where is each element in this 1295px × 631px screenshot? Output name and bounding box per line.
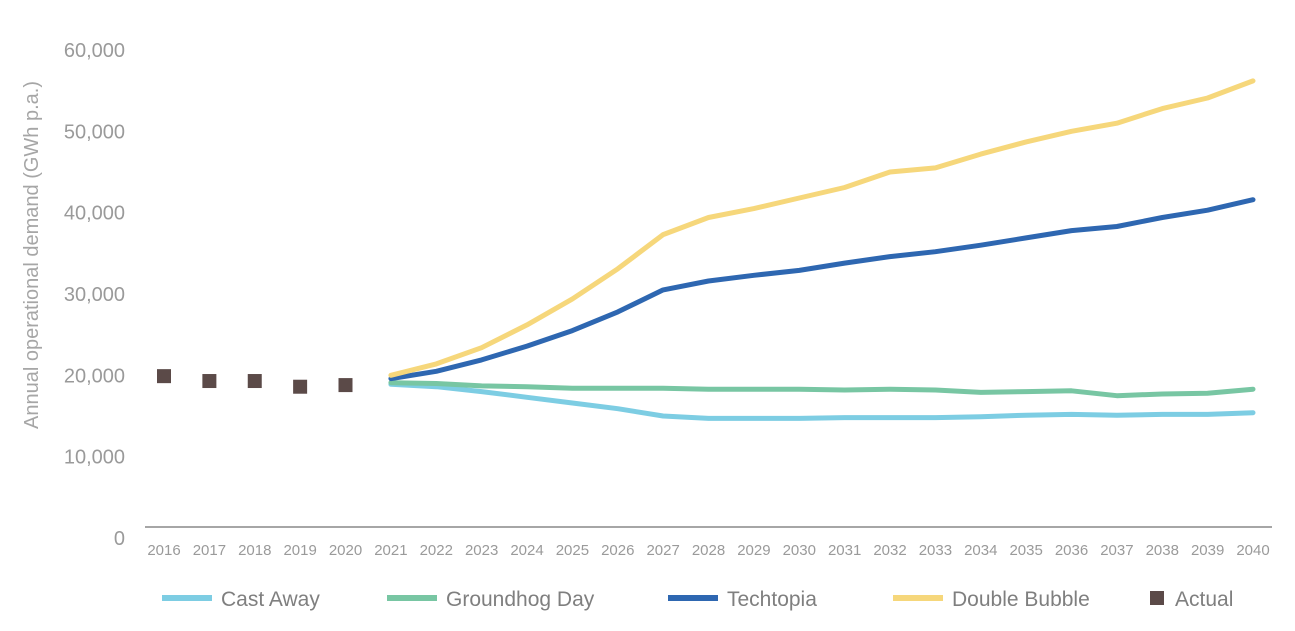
y-tick-label: 60,000 xyxy=(64,40,125,62)
x-tick-label: 2023 xyxy=(465,542,498,559)
x-tick-label: 2030 xyxy=(783,542,816,559)
x-tick-label: 2032 xyxy=(873,542,906,559)
x-tick-label: 2019 xyxy=(283,542,316,559)
actual-data-point xyxy=(157,369,171,384)
series-line-double-bubble xyxy=(388,78,1256,378)
y-tick-label: 30,000 xyxy=(64,284,125,306)
series-line-techtopia xyxy=(388,197,1256,382)
x-tick-label: 2022 xyxy=(420,542,453,559)
x-tick-label: 2037 xyxy=(1100,542,1133,559)
x-tick-label: 2033 xyxy=(919,542,952,559)
x-tick-label: 2034 xyxy=(964,542,997,559)
series-line-groundhog-day xyxy=(388,380,1256,399)
legend: Cast Away Groundhog Day Techtopia Double Bu… xyxy=(162,588,1233,611)
y-axis-label: Annual operational demand (GWh p.a.) xyxy=(21,81,43,429)
legend-label: Actual xyxy=(1175,588,1233,611)
x-tick-label: 2028 xyxy=(692,542,725,559)
y-tick-label: 0 xyxy=(114,528,125,550)
x-tick-label: 2039 xyxy=(1191,542,1224,559)
legend-label: Techtopia xyxy=(727,588,817,611)
series-layer xyxy=(157,78,1256,421)
x-tick-label: 2017 xyxy=(193,542,226,559)
x-tick-label: 2036 xyxy=(1055,542,1088,559)
x-tick-label: 2018 xyxy=(238,542,271,559)
x-tick-label: 2024 xyxy=(510,542,543,559)
x-tick-label: 2016 xyxy=(147,542,180,559)
y-axis-ticks: 0 10,000 20,000 30,000 40,000 50,000 60,000 xyxy=(64,40,125,550)
legend-label: Double Bubble xyxy=(952,588,1090,611)
x-tick-label: 2029 xyxy=(737,542,770,559)
y-tick-label: 40,000 xyxy=(64,203,125,225)
legend-swatch xyxy=(1150,591,1164,605)
x-tick-label: 2020 xyxy=(329,542,362,559)
x-tick-label: 2025 xyxy=(556,542,589,559)
y-tick-label: 20,000 xyxy=(64,365,125,387)
actual-data-point xyxy=(247,374,262,389)
x-tick-label: 2027 xyxy=(646,542,679,559)
actual-data-point xyxy=(293,379,308,394)
actual-data-point xyxy=(338,378,353,393)
actual-data-point xyxy=(202,374,217,389)
x-tick-label: 2021 xyxy=(374,542,407,559)
x-axis-ticks: 2016 2017 2018 2019 2020 2021 2022 2023 2024 2025… xyxy=(147,542,1269,559)
x-tick-label: 2026 xyxy=(601,542,634,559)
legend-label: Cast Away xyxy=(221,588,320,611)
legend-label: Groundhog Day xyxy=(446,588,595,611)
series-line-cast-away xyxy=(388,381,1256,421)
x-tick-label: 2035 xyxy=(1009,542,1042,559)
y-tick-label: 50,000 xyxy=(64,121,125,143)
x-tick-label: 2040 xyxy=(1236,542,1269,559)
x-tick-label: 2031 xyxy=(828,542,861,559)
y-tick-label: 10,000 xyxy=(64,447,125,469)
x-tick-label: 2038 xyxy=(1146,542,1179,559)
